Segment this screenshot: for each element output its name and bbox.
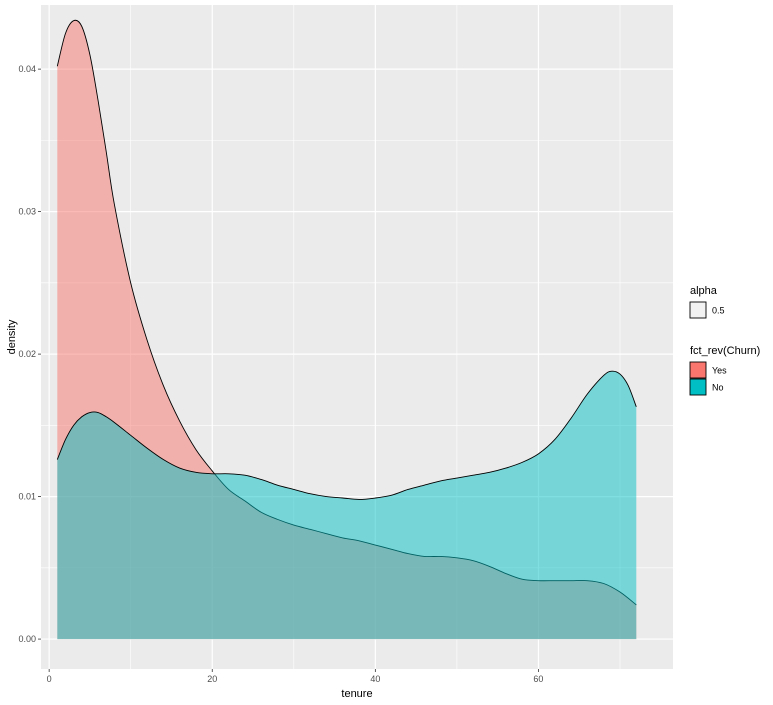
- legend-title: alpha: [690, 285, 718, 297]
- x-axis-ticks: 0 20 40 60: [47, 669, 543, 684]
- y-axis-ticks: 0.00 0.01 0.02 0.03 0.04: [18, 64, 41, 644]
- legend-label: 0.5: [712, 306, 725, 316]
- x-axis-title: tenure: [341, 688, 372, 700]
- x-tick-label: 40: [370, 674, 380, 684]
- density-area-no: [57, 371, 637, 640]
- x-tick-label: 60: [533, 674, 543, 684]
- legend-label: No: [712, 383, 724, 393]
- legend-key: [689, 301, 707, 319]
- y-tick-label: 0.04: [18, 64, 36, 74]
- legend-key: [689, 361, 707, 379]
- legend-key: [689, 378, 707, 396]
- y-tick-label: 0.01: [18, 492, 36, 502]
- y-tick-label: 0.02: [18, 349, 36, 359]
- density-areas: [56, 19, 637, 640]
- legend: alpha 0.5 fct_rev(Churn) Yes No: [689, 285, 760, 396]
- x-tick-label: 0: [47, 674, 52, 684]
- y-tick-label: 0.03: [18, 207, 36, 217]
- y-axis-title: density: [6, 319, 18, 354]
- legend-title: fct_rev(Churn): [690, 345, 760, 357]
- y-tick-label: 0.00: [18, 634, 36, 644]
- legend-label: Yes: [712, 366, 727, 376]
- x-tick-label: 20: [207, 674, 217, 684]
- density-outline-no: [56, 370, 637, 500]
